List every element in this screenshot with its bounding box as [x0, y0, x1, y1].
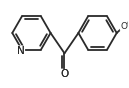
Text: N: N — [17, 46, 25, 56]
Text: N: N — [17, 46, 25, 56]
Text: O: O — [61, 69, 69, 79]
Text: O: O — [120, 22, 127, 31]
Text: O: O — [61, 69, 69, 79]
Text: O: O — [120, 22, 127, 31]
Text: O: O — [61, 69, 69, 79]
Text: N: N — [17, 46, 25, 56]
